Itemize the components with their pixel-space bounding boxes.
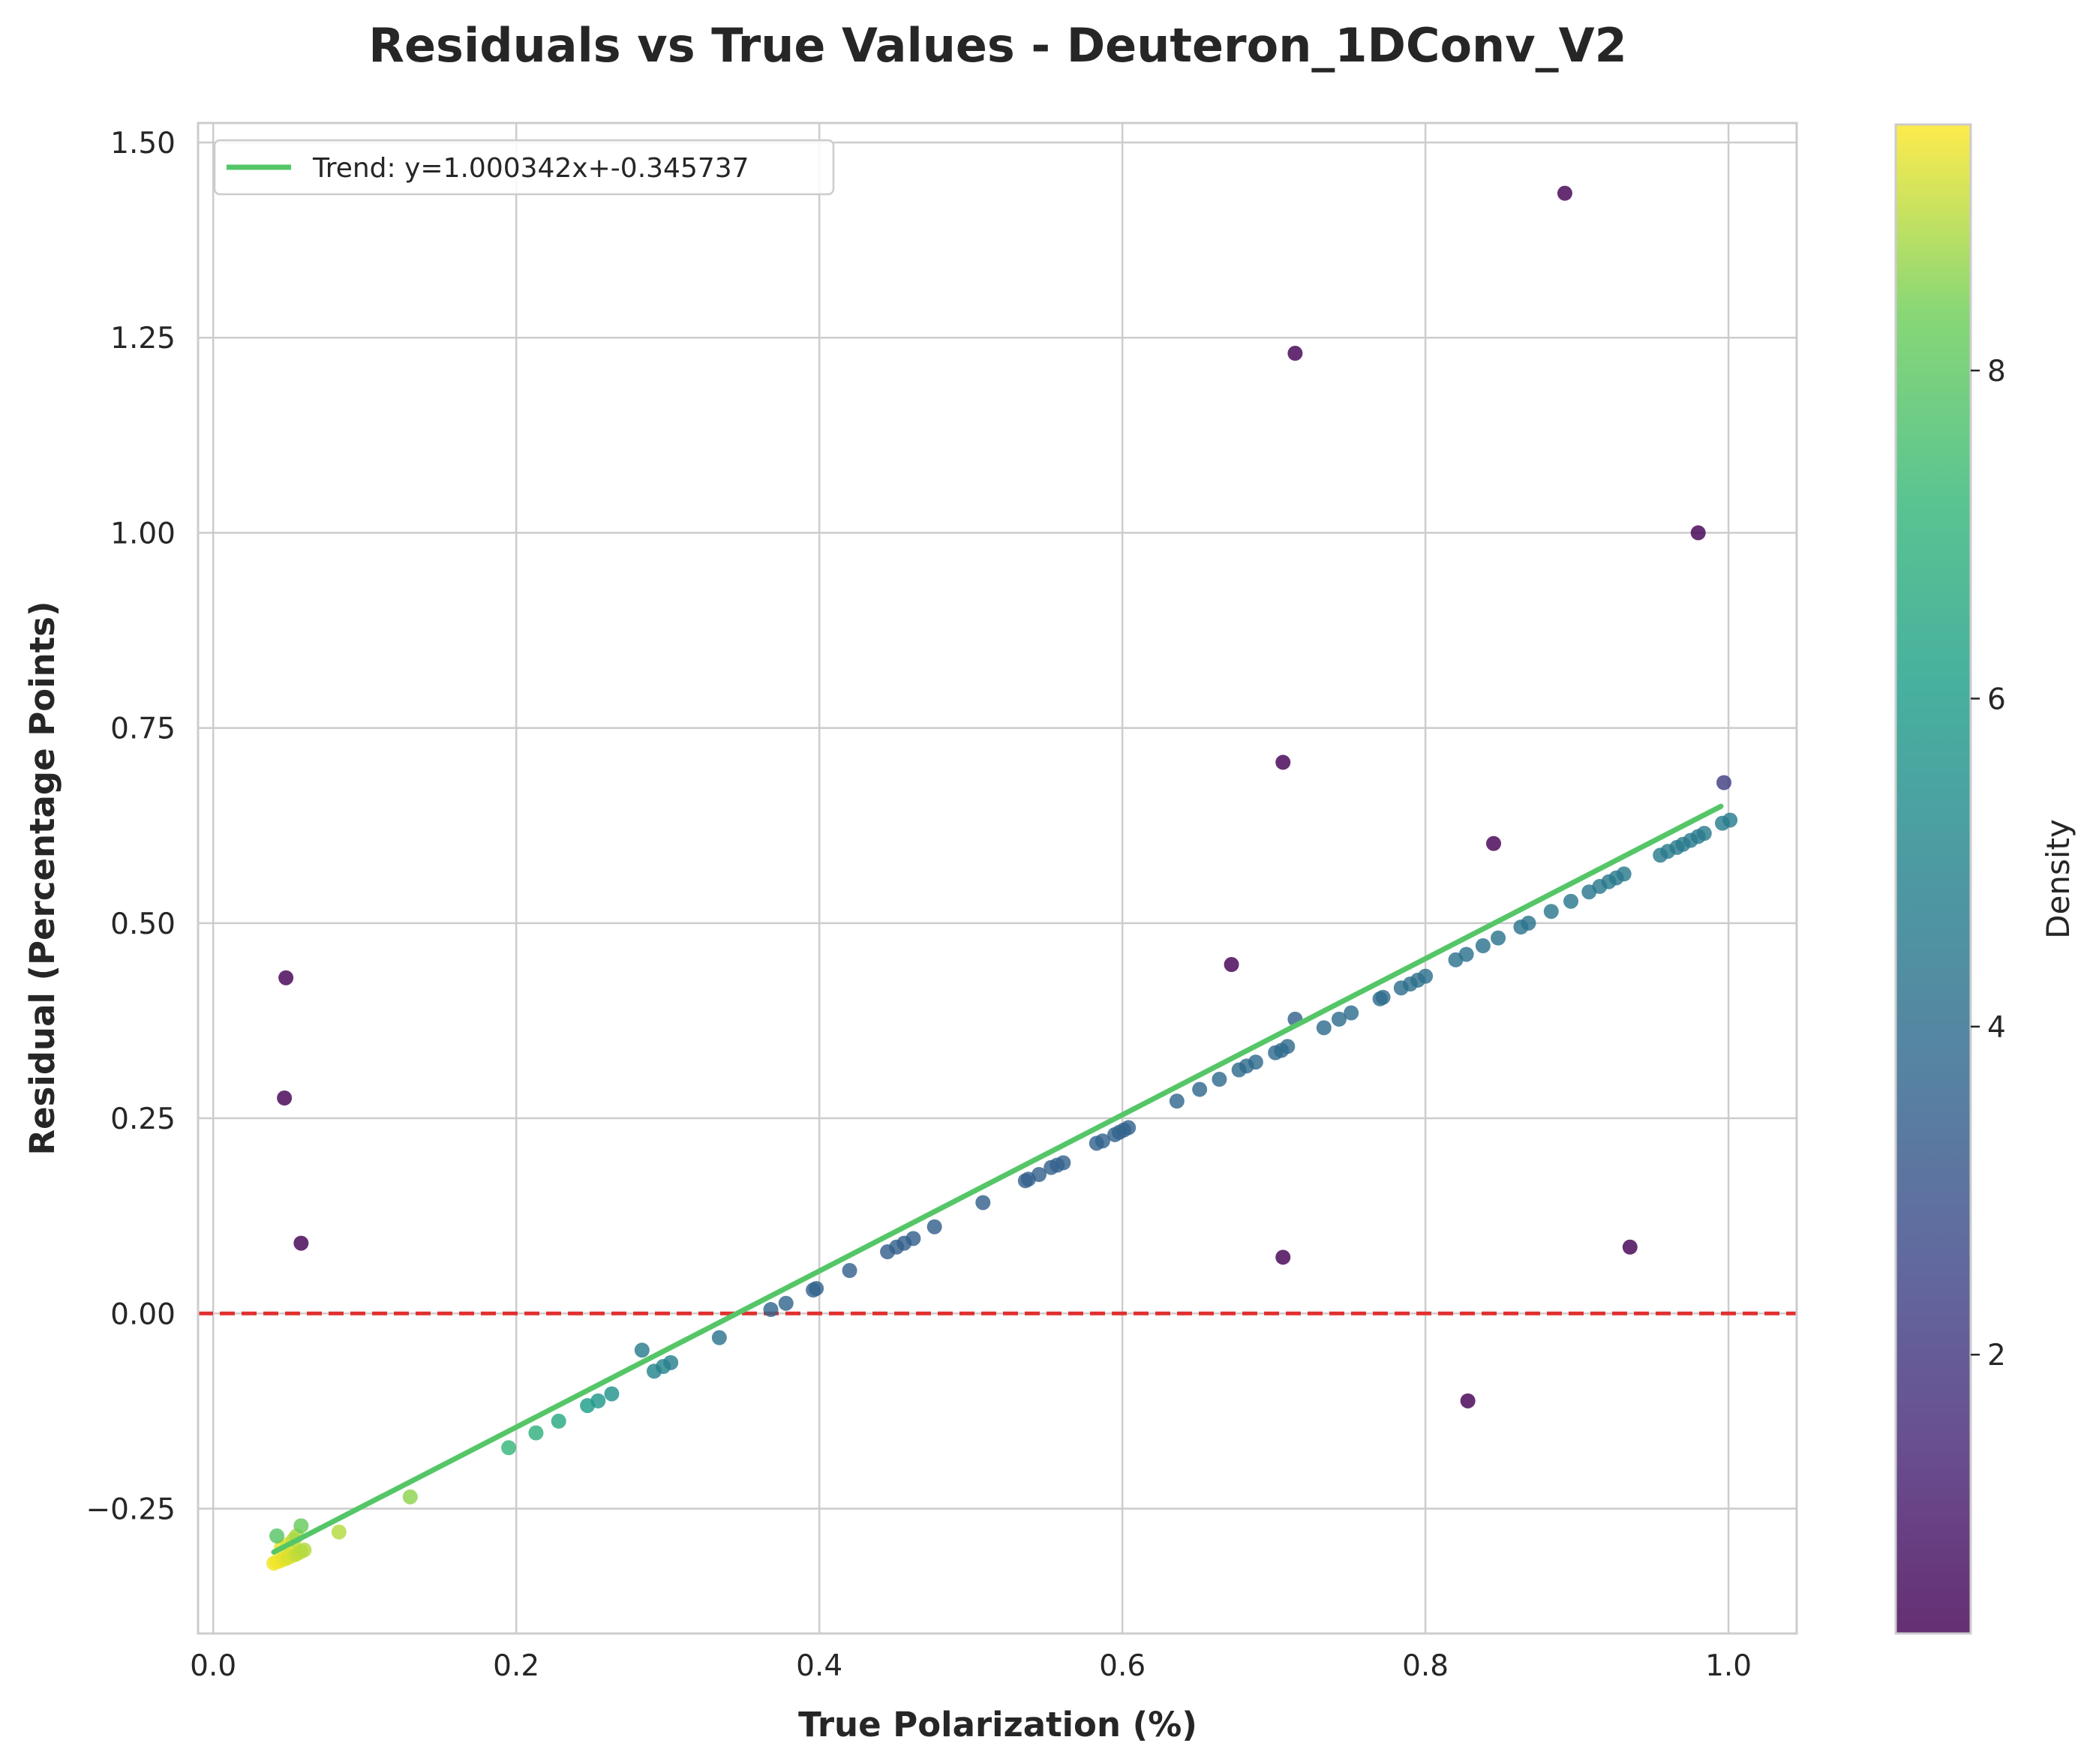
trend-line xyxy=(271,803,1724,1555)
scatter-points xyxy=(266,185,1738,1571)
scatter-point xyxy=(1224,957,1239,973)
scatter-point xyxy=(1280,1039,1296,1054)
scatter-point xyxy=(1690,525,1706,541)
y-tick-label: 0.00 xyxy=(110,1298,176,1331)
scatter-point xyxy=(1475,938,1491,954)
scatter-point xyxy=(1287,346,1303,362)
scatter-point xyxy=(663,1354,679,1370)
y-tick-label: 1.00 xyxy=(110,517,176,550)
scatter-point xyxy=(1563,893,1579,909)
scatter-point xyxy=(1543,904,1559,920)
colorbar-gradient xyxy=(1896,124,1971,1634)
x-ticks: 0.0 0.2 0.4 0.6 0.8 1.0 xyxy=(190,1649,1752,1683)
x-tick-label: 1.0 xyxy=(1705,1649,1752,1683)
scatter-point xyxy=(905,1231,921,1246)
scatter-point xyxy=(1622,1239,1638,1255)
scatter-point xyxy=(1722,812,1738,828)
scatter-point xyxy=(293,1235,309,1251)
scatter-point xyxy=(1056,1155,1071,1171)
plot-frame xyxy=(197,122,1798,1635)
scatter-point xyxy=(331,1524,347,1540)
scatter-point xyxy=(926,1219,942,1234)
scatter-point xyxy=(1491,930,1506,946)
scatter-point xyxy=(501,1440,517,1456)
scatter-point xyxy=(778,1295,794,1311)
scatter-point xyxy=(1557,185,1572,201)
legend-box xyxy=(213,139,835,196)
trend-line-group xyxy=(271,803,1724,1555)
scatter-point xyxy=(1248,1054,1263,1070)
y-ticks: −0.25 0.00 0.25 0.50 0.75 1.00 1.25 1.50 xyxy=(86,127,176,1526)
colorbar-tick-label: 8 xyxy=(1987,355,2006,388)
scatter-point xyxy=(842,1263,857,1279)
x-tick-label: 0.4 xyxy=(796,1649,842,1683)
scatter-point xyxy=(604,1386,620,1402)
scatter-point xyxy=(528,1425,544,1441)
scatter-point xyxy=(711,1330,727,1346)
scatter-point xyxy=(277,1090,293,1106)
scatter-point xyxy=(1275,1250,1291,1265)
scatter-point xyxy=(975,1195,991,1210)
scatter-point xyxy=(1169,1094,1185,1109)
scatter-point xyxy=(551,1413,566,1429)
scatter-point xyxy=(1031,1166,1047,1182)
scatter-point xyxy=(1095,1133,1110,1149)
colorbar-tick-label: 2 xyxy=(1987,1339,2006,1372)
scatter-point xyxy=(1418,968,1434,984)
y-axis-label: Residual (Percentage Points) xyxy=(23,601,62,1155)
scatter-point xyxy=(809,1280,824,1296)
colorbar-tick-label: 6 xyxy=(1987,682,2006,716)
scatter-point xyxy=(269,1528,285,1544)
colorbar-ticks: 2 4 6 8 xyxy=(1971,355,2006,1372)
scatter-point xyxy=(1192,1082,1208,1097)
scatter-point xyxy=(1275,754,1291,770)
scatter-point xyxy=(296,1542,312,1558)
scatter-point xyxy=(278,970,294,986)
scatter-point xyxy=(1121,1120,1137,1136)
scatter-point xyxy=(1375,989,1391,1005)
scatter-point xyxy=(1331,1011,1347,1027)
y-tick-label: 1.25 xyxy=(110,322,176,356)
y-tick-label: 0.75 xyxy=(110,712,176,746)
chart-title: Residuals vs True Values - Deuteron_1DCo… xyxy=(368,18,1626,73)
x-tick-label: 0.0 xyxy=(190,1649,236,1683)
scatter-point xyxy=(1344,1005,1359,1021)
scatter-point xyxy=(763,1302,779,1318)
grid xyxy=(198,123,1797,1634)
scatter-point xyxy=(1696,826,1712,842)
colorbar-frame xyxy=(1894,123,1972,1635)
scatter-point xyxy=(1460,1393,1476,1408)
x-tick-label: 0.6 xyxy=(1099,1649,1146,1683)
scatter-point xyxy=(293,1518,309,1534)
x-axis-label: True Polarization (%) xyxy=(798,1705,1197,1744)
scatter-point xyxy=(1458,946,1474,962)
scatter-point xyxy=(1521,915,1536,931)
legend-trend-label: Trend: y=1.000342x+-0.345737 xyxy=(312,153,749,184)
y-tick-label: 0.50 xyxy=(110,908,176,941)
legend: Trend: y=1.000342x+-0.345737 xyxy=(213,139,835,196)
scatter-point xyxy=(1716,775,1732,790)
x-tick-label: 0.2 xyxy=(493,1649,539,1683)
colorbar-tick-label: 4 xyxy=(1987,1011,2006,1045)
y-tick-label: 1.50 xyxy=(110,127,176,160)
y-tick-label: 0.25 xyxy=(110,1102,176,1136)
colorbar: 2 4 6 8 Density xyxy=(1894,123,2076,1635)
scatter-point xyxy=(402,1489,418,1504)
scatter-point xyxy=(590,1393,606,1408)
scatter-point xyxy=(1316,1020,1332,1036)
colorbar-label: Density xyxy=(2040,819,2076,939)
scatter-point xyxy=(1486,836,1502,851)
y-tick-label: −0.25 xyxy=(86,1492,176,1526)
x-tick-label: 0.8 xyxy=(1402,1649,1449,1683)
scatter-point xyxy=(634,1342,650,1358)
scatter-point xyxy=(1616,866,1632,882)
scatter-point xyxy=(1212,1072,1227,1088)
